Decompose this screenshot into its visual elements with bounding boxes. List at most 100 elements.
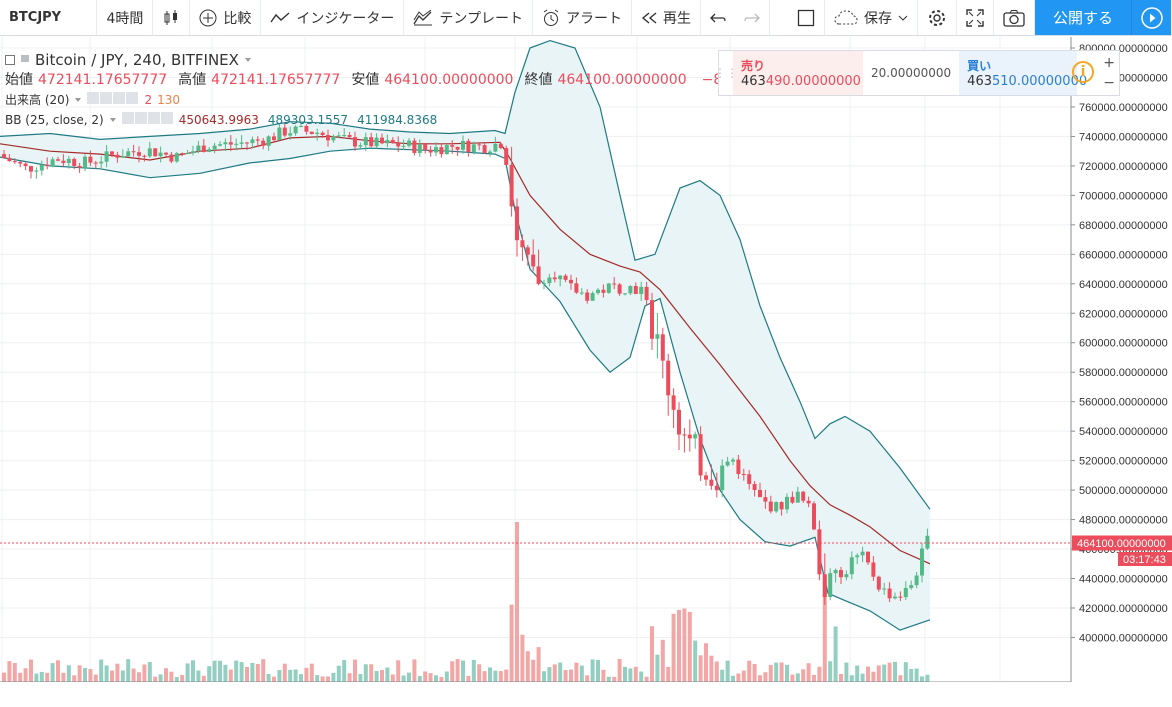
buy-label: 買い — [967, 59, 992, 73]
volume-bar — [153, 676, 158, 682]
chevron-down-icon[interactable] — [74, 97, 82, 103]
open-label: 始値 — [5, 72, 33, 88]
redo-button[interactable] — [735, 0, 770, 35]
alarm-clock-icon — [543, 9, 559, 26]
candle — [893, 592, 897, 600]
sell-price: 463490.00000000 — [741, 74, 861, 89]
indicator-control-icons[interactable] — [121, 110, 174, 130]
close-label: 終値 — [524, 72, 553, 88]
volume-bar — [342, 659, 347, 682]
undo-button[interactable] — [701, 0, 735, 35]
info-icon[interactable]: i — [1072, 61, 1094, 83]
candle — [590, 291, 595, 301]
templates-button[interactable]: テンプレート — [404, 0, 533, 35]
candle — [428, 146, 433, 157]
candle — [261, 137, 266, 150]
replay-button[interactable]: 再生 — [632, 0, 701, 35]
alert-button[interactable]: アラート — [533, 0, 632, 35]
volume-bar — [56, 660, 60, 682]
candle — [520, 234, 525, 261]
volume-bar — [736, 673, 741, 682]
volume-bar — [147, 662, 152, 682]
fullscreen-button[interactable] — [957, 0, 994, 35]
snapshot-button[interactable] — [994, 0, 1035, 35]
volume-bar — [671, 613, 676, 682]
candle — [434, 142, 438, 157]
bb-upper-value: 489303.1557 — [267, 113, 349, 127]
volume-bar — [455, 659, 460, 682]
template-icon — [413, 9, 433, 25]
candle — [153, 148, 158, 157]
collapse-square-icon[interactable] — [5, 55, 15, 65]
volume-bar — [18, 672, 23, 682]
volume-bar — [347, 673, 352, 682]
volume-bar — [601, 669, 606, 682]
minus-icon[interactable]: − — [1103, 75, 1115, 91]
chevron-down-icon[interactable] — [244, 57, 252, 63]
volume-bar — [660, 639, 665, 682]
candle — [596, 287, 600, 295]
volume-bar — [277, 669, 282, 682]
indicator-control-icons[interactable] — [87, 90, 139, 110]
candle — [542, 279, 546, 290]
candle — [612, 277, 617, 290]
candle — [909, 580, 914, 590]
price-tick-label: 720000.00000000 — [1079, 161, 1168, 173]
candle — [774, 501, 779, 513]
drag-handle[interactable]: ⋮⋮ — [714, 66, 738, 80]
buy-button[interactable]: 買い 463510.00000000 — [959, 51, 1088, 95]
candle — [353, 131, 357, 151]
volume-bar — [390, 674, 395, 682]
publish-button[interactable]: 公開する — [1034, 0, 1132, 35]
volume-bar — [677, 609, 681, 682]
zoom-controls[interactable]: + − — [1099, 51, 1119, 95]
candle — [2, 149, 6, 159]
volume-bar — [380, 669, 384, 682]
interval-button[interactable]: 4時間 — [97, 0, 154, 35]
quantity-input[interactable]: 20.00000000 — [863, 51, 959, 95]
candle — [390, 137, 395, 144]
volume-bar — [218, 660, 222, 682]
candle — [407, 138, 411, 148]
ohlc-row: 始値 472141.17657777 高値 472141.17657777 安値 46… — [5, 70, 789, 90]
indicators-button[interactable]: インジケーター — [261, 0, 405, 35]
buy-price: 463510.00000000 — [967, 74, 1088, 89]
compare-button[interactable]: 比較 — [190, 0, 262, 35]
volume-bar — [250, 662, 255, 682]
candle — [725, 456, 730, 467]
volume-bar — [633, 666, 638, 682]
volume-bar — [50, 663, 55, 682]
candle — [326, 129, 330, 147]
sell-button[interactable]: 売り 463490.00000000 — [733, 51, 863, 95]
publish-play-button[interactable] — [1132, 0, 1172, 35]
candle — [277, 123, 282, 141]
candle — [83, 154, 87, 172]
candle — [174, 152, 179, 163]
chart-style-button[interactable] — [153, 0, 191, 35]
expand-icon — [966, 8, 984, 27]
settings-button[interactable] — [918, 0, 957, 35]
volume-bar — [849, 675, 854, 682]
price-tick-label: 580000.00000000 — [1079, 367, 1168, 379]
volume-bar — [293, 669, 298, 682]
volume-bar — [137, 672, 141, 682]
chevron-down-icon[interactable] — [109, 117, 117, 123]
candle — [412, 138, 417, 156]
candle — [687, 419, 692, 452]
redo-icon — [744, 13, 760, 22]
bb-lower-value: 411984.8368 — [357, 113, 438, 127]
save-button[interactable]: 保存 — [825, 0, 918, 35]
volume-bar — [288, 669, 293, 682]
volume-bar — [374, 670, 379, 682]
volume-bar — [228, 669, 233, 682]
price-tick-label: 400000.00000000 — [1079, 632, 1168, 644]
volume-bar — [363, 664, 368, 682]
candle — [871, 556, 876, 581]
plus-icon[interactable]: + — [1103, 55, 1115, 71]
candle — [849, 551, 854, 580]
volume-bar — [396, 660, 401, 682]
candle — [439, 143, 444, 158]
symbol-selector[interactable]: BTCJPY — [0, 0, 98, 35]
fullscreen-layout-button[interactable] — [788, 0, 825, 35]
price-chart[interactable]: 800000.00000000780000.00000000760000.000… — [0, 37, 1172, 682]
